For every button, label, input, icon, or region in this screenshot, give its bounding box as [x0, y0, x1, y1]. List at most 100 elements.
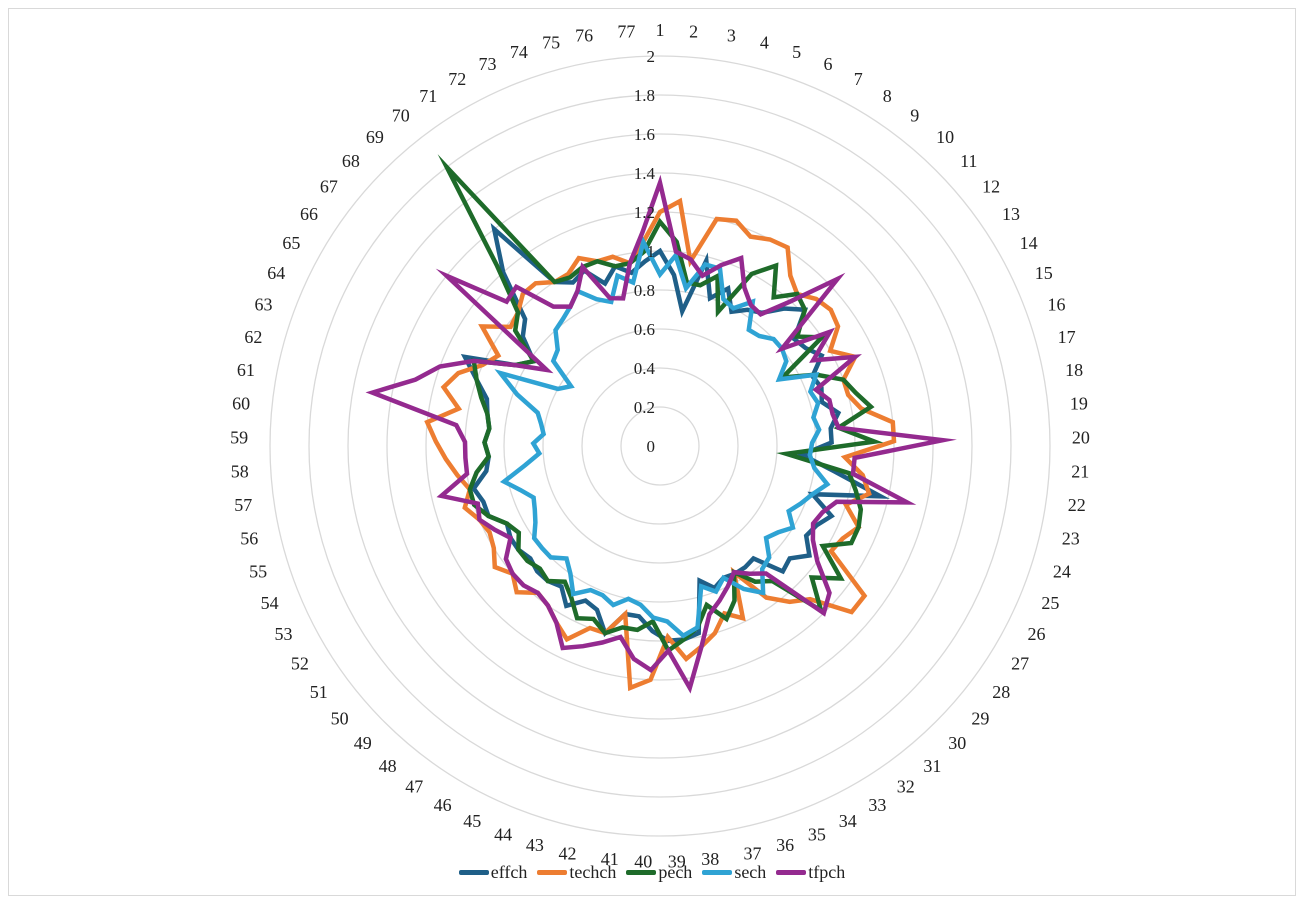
- series-pech: [437, 154, 884, 654]
- grid-ring-10: [269, 55, 1051, 837]
- category-label-23: 23: [1062, 529, 1080, 549]
- category-label-47: 47: [405, 777, 423, 797]
- category-label-20: 20: [1072, 428, 1090, 448]
- tick-label-8: 1.6: [634, 125, 655, 144]
- category-label-31: 31: [923, 756, 941, 776]
- category-label-5: 5: [792, 42, 801, 62]
- category-label-48: 48: [379, 756, 397, 776]
- category-label-37: 37: [744, 843, 762, 863]
- tick-label-7: 1.4: [634, 164, 656, 183]
- tick-label-1: 0.2: [634, 398, 655, 417]
- grid-ring-8: [347, 133, 973, 759]
- category-label-77: 77: [617, 21, 635, 41]
- category-label-60: 60: [232, 394, 250, 414]
- category-label-24: 24: [1053, 561, 1071, 581]
- legend-swatch-pech: [626, 870, 657, 875]
- category-label-45: 45: [463, 811, 481, 831]
- category-label-32: 32: [897, 777, 915, 797]
- legend-label-tfpch: tfpch: [808, 862, 846, 882]
- category-label-33: 33: [868, 795, 886, 815]
- radial-grid: [269, 55, 1051, 837]
- series-tfpch: [365, 174, 957, 694]
- tick-label-10: 2: [647, 47, 656, 66]
- legend-item-pech: pech: [626, 862, 692, 883]
- category-label-50: 50: [331, 708, 349, 728]
- legend-item-tfpch: tfpch: [776, 862, 845, 883]
- category-label-52: 52: [291, 654, 309, 674]
- category-label-74: 74: [510, 42, 528, 62]
- grid-ring-3: [542, 328, 778, 564]
- legend-swatch-effch: [458, 870, 489, 875]
- category-labels: 1 2 3 4 567891011121314151617181920212223242…: [230, 20, 1090, 872]
- category-label-12: 12: [982, 177, 1000, 197]
- radial-tick-labels: 0 0.2 0.4 0.6 0.8 1 1.2 1.4 1.6 1.8 2: [634, 47, 656, 456]
- category-label-68: 68: [342, 151, 360, 171]
- legend-label-effch: effch: [490, 862, 528, 882]
- category-label-75: 75: [542, 32, 560, 52]
- category-label-36: 36: [776, 835, 794, 855]
- grid-ring-1: [620, 406, 700, 486]
- category-label-28: 28: [992, 682, 1010, 702]
- category-label-58: 58: [231, 461, 249, 481]
- category-label-7: 7: [854, 69, 863, 89]
- tick-label-2: 0.4: [634, 359, 656, 378]
- grid-ring-4: [503, 289, 817, 603]
- legend-label-sech: sech: [734, 862, 767, 882]
- category-label-11: 11: [960, 151, 977, 171]
- category-label-29: 29: [971, 708, 989, 728]
- category-label-19: 19: [1070, 394, 1088, 414]
- legend-swatch-sech: [702, 870, 733, 875]
- category-label-35: 35: [808, 824, 826, 844]
- grid-ring-2: [581, 367, 739, 525]
- category-label-14: 14: [1020, 233, 1038, 253]
- category-label-4: 4: [760, 32, 769, 52]
- category-label-10: 10: [936, 127, 954, 147]
- category-label-59: 59: [230, 428, 248, 448]
- tick-label-3: 0.6: [634, 320, 655, 339]
- category-label-76: 76: [575, 26, 593, 46]
- category-label-63: 63: [255, 295, 273, 315]
- category-label-62: 62: [244, 327, 262, 347]
- category-label-55: 55: [249, 561, 267, 581]
- legend-item-sech: sech: [702, 862, 766, 883]
- category-label-66: 66: [300, 204, 318, 224]
- category-label-41: 41: [601, 849, 619, 869]
- tick-label-5: 1: [647, 242, 656, 261]
- chart-frame: [8, 8, 1296, 896]
- legend-swatch-techch: [537, 870, 568, 875]
- category-label-71: 71: [419, 86, 437, 106]
- legend-swatch-tfpch: [776, 870, 807, 875]
- category-label-26: 26: [1028, 624, 1046, 644]
- category-label-65: 65: [282, 233, 300, 253]
- category-label-21: 21: [1071, 461, 1089, 481]
- category-label-3: 3: [727, 26, 736, 46]
- category-label-15: 15: [1035, 263, 1053, 283]
- category-label-13: 13: [1002, 204, 1020, 224]
- category-label-54: 54: [261, 593, 279, 613]
- category-label-51: 51: [310, 682, 328, 702]
- category-label-16: 16: [1048, 295, 1066, 315]
- category-label-56: 56: [240, 529, 258, 549]
- category-label-27: 27: [1011, 654, 1029, 674]
- category-label-17: 17: [1058, 327, 1076, 347]
- legend-label-pech: pech: [658, 862, 693, 882]
- tick-label-0: 0: [647, 437, 656, 456]
- category-label-9: 9: [910, 106, 919, 126]
- category-label-70: 70: [392, 106, 410, 126]
- category-label-44: 44: [494, 824, 512, 844]
- grid-ring-7: [386, 172, 934, 720]
- category-label-18: 18: [1065, 360, 1083, 380]
- category-label-61: 61: [237, 360, 255, 380]
- tick-label-9: 1.8: [634, 86, 655, 105]
- category-label-57: 57: [234, 495, 252, 515]
- category-label-49: 49: [354, 733, 372, 753]
- category-label-30: 30: [948, 733, 966, 753]
- category-label-6: 6: [824, 54, 833, 74]
- legend: effch techch pech sech tfpch: [0, 862, 1304, 883]
- category-label-38: 38: [701, 849, 719, 869]
- category-label-40: 40: [634, 852, 652, 872]
- series-sech: [494, 235, 831, 639]
- category-label-67: 67: [320, 177, 338, 197]
- legend-item-effch: effch: [458, 862, 528, 883]
